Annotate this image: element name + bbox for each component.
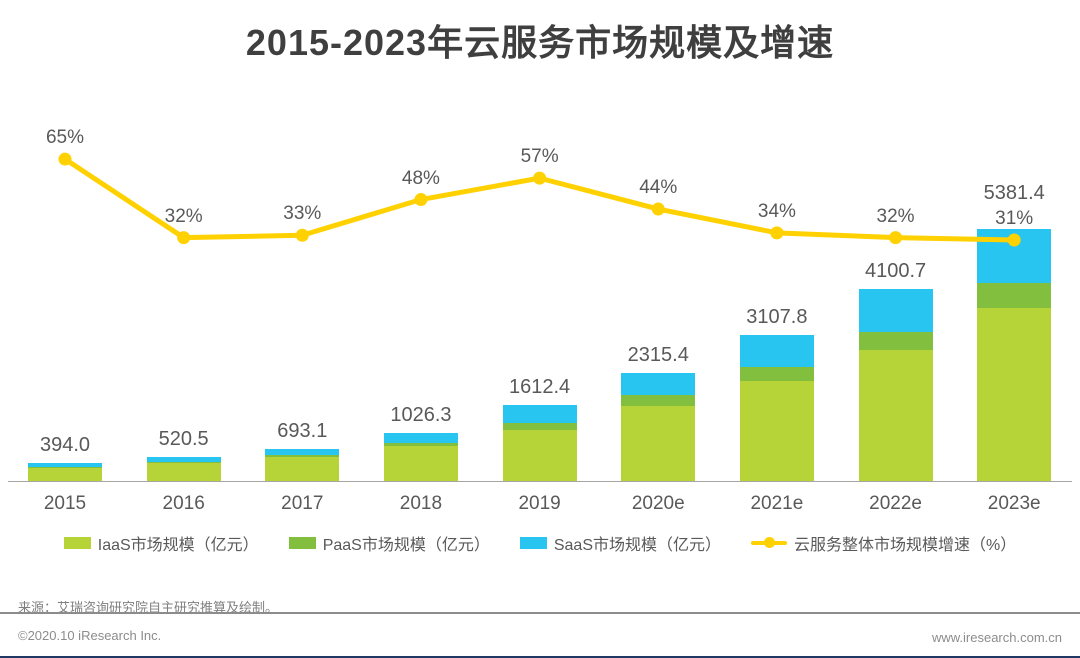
year-label-2020e: 2020e — [631, 493, 685, 514]
pct-label-2018: 48% — [401, 167, 440, 189]
bar-2019-iaas — [502, 430, 577, 481]
growth-point-2018 — [414, 193, 428, 207]
legend-label: PaaS市场规模（亿元） — [322, 537, 490, 554]
legend-swatch-icon — [63, 537, 91, 549]
bar-2017-iaas — [265, 457, 340, 481]
legend-item-3: 云服务整体市场规模增速（%） — [751, 531, 1016, 555]
legend-item-2: SaaS市场规模（亿元） — [519, 531, 721, 555]
pct-label-2019: 57% — [520, 146, 559, 168]
value-label-2023e: 5381.4 — [983, 182, 1045, 204]
year-label-2017: 2017 — [281, 493, 324, 514]
value-label-2021e: 3107.8 — [746, 306, 808, 329]
pct-label-2020e: 44% — [639, 177, 678, 199]
bar-2015-iaas — [28, 467, 102, 481]
growth-point-2019 — [533, 171, 547, 185]
bar-2020e-saas — [621, 372, 696, 395]
bar-2020e-iaas — [621, 406, 696, 481]
bar-2015-saas — [28, 462, 102, 467]
legend-line-dot — [764, 537, 775, 548]
pct-label-2023e: 31% — [995, 208, 1034, 229]
pct-label-2017: 33% — [283, 203, 322, 225]
legend-label: 云服务整体市场规模增速（%） — [794, 537, 1017, 554]
bar-2017-paas — [265, 454, 340, 458]
growth-point-2022e — [889, 231, 903, 245]
footer-divider — [0, 612, 1080, 614]
year-label-2022e: 2022e — [869, 493, 922, 514]
bar-2023e-saas — [977, 228, 1052, 284]
source-note: 来源：艾瑞咨询研究院自主研究推算及绘制。 — [18, 600, 279, 615]
bar-2022e-paas — [858, 331, 933, 351]
legend-swatch-icon — [519, 537, 547, 549]
value-label-2019: 1612.4 — [509, 376, 571, 399]
legend-line-marker-icon — [751, 536, 787, 550]
growth-point-2015 — [58, 152, 72, 166]
value-label-2022e: 4100.7 — [864, 259, 927, 282]
year-label-2016: 2016 — [162, 493, 205, 514]
bar-2017-saas — [265, 448, 340, 455]
pct-label-2022e: 32% — [876, 205, 915, 227]
legend-label: SaaS市场规模（亿元） — [553, 537, 721, 554]
bar-2015-paas — [28, 466, 102, 468]
pct-label-2016: 32% — [164, 205, 203, 227]
pct-label-2021e: 34% — [757, 200, 796, 222]
bar-2020e-paas — [621, 394, 696, 407]
bar-2018-saas — [383, 432, 458, 444]
bar-2019-saas — [502, 405, 577, 423]
bar-2022e-iaas — [858, 350, 933, 481]
growth-line — [63, 156, 1015, 243]
value-label-2015: 394.0 — [39, 433, 91, 456]
year-label-2021e: 2021e — [750, 493, 804, 514]
pct-label-2015: 65% — [45, 127, 85, 149]
chart-title: 2015-2023年云服务市场规模及增速 — [245, 22, 835, 63]
bar-2023e-iaas — [977, 308, 1052, 481]
bar-2018-iaas — [383, 446, 458, 481]
bar-2021e-saas — [739, 335, 814, 367]
legend-label: IaaS市场规模（亿元） — [97, 537, 259, 554]
legend: IaaS市场规模（亿元） PaaS市场规模（亿元） SaaS市场规模（亿元） 云服务整… — [0, 531, 1080, 555]
copyright-text: ©2020.10 iResearch Inc. — [18, 628, 162, 643]
year-label-2019: 2019 — [518, 493, 561, 514]
bottom-accent-bar — [0, 656, 1080, 658]
bar-2016-paas — [146, 462, 221, 464]
year-label-2023e: 2023e — [987, 493, 1041, 514]
growth-point-2021e — [770, 226, 784, 240]
value-label-2017: 693.1 — [277, 419, 328, 442]
year-label-2015: 2015 — [43, 493, 87, 514]
bar-2022e-saas — [858, 288, 933, 332]
growth-point-2017 — [295, 228, 309, 242]
legend-item-1: PaaS市场规模（亿元） — [288, 531, 490, 555]
bar-2016-iaas — [146, 463, 221, 481]
growth-point-2016 — [177, 231, 191, 245]
growth-point-2020e — [651, 202, 665, 216]
value-label-2016: 520.5 — [158, 427, 209, 450]
bar-2021e-paas — [739, 366, 814, 381]
bar-2019-paas — [502, 422, 577, 430]
bar-2018-paas — [383, 443, 458, 447]
legend-swatch-icon — [288, 537, 316, 549]
bar-2016-saas — [146, 456, 221, 462]
legend-item-0: IaaS市场规模（亿元） — [63, 531, 259, 555]
website-url: www.iresearch.com.cn — [931, 630, 1062, 645]
value-label-2018: 1026.3 — [390, 403, 452, 426]
value-label-2020e: 2315.4 — [627, 343, 689, 366]
year-label-2018: 2018 — [399, 493, 443, 514]
bar-2021e-iaas — [739, 380, 814, 481]
bar-2023e-paas — [977, 283, 1052, 309]
x-axis-line — [8, 481, 1072, 482]
